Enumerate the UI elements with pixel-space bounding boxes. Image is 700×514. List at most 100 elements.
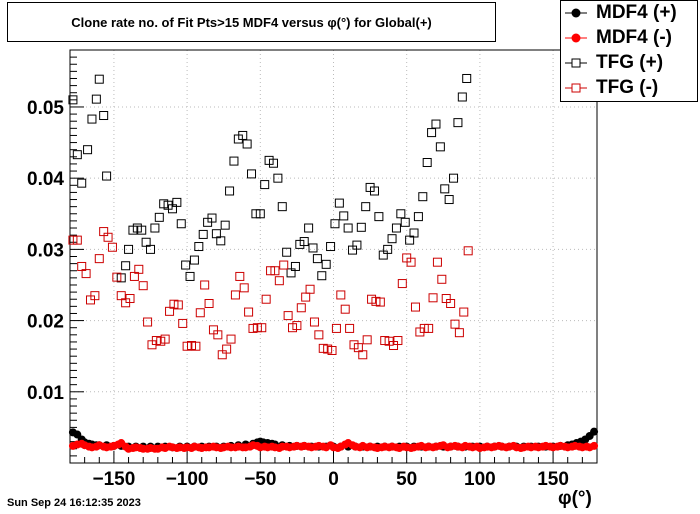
data-point (387, 234, 397, 244)
data-point (331, 323, 341, 333)
data-point (277, 202, 287, 212)
data-point (314, 330, 324, 340)
data-point (590, 441, 599, 450)
data-point (292, 321, 302, 331)
data-point (435, 142, 445, 152)
data-point (326, 242, 336, 252)
data-point (172, 197, 182, 207)
data-point (330, 219, 340, 229)
plot-frame (69, 49, 598, 464)
data-point (242, 139, 252, 149)
data-point (91, 94, 101, 104)
data-point (198, 229, 208, 239)
data-point (410, 302, 420, 312)
data-point (317, 271, 327, 281)
data-point (257, 323, 267, 333)
data-point (261, 294, 271, 304)
filled-circle-icon (565, 8, 587, 18)
data-point (160, 334, 170, 344)
data-point (273, 173, 283, 183)
y-tick-label: 0.04 (27, 169, 64, 190)
data-point (391, 223, 401, 233)
data-point (222, 344, 232, 354)
data-point (352, 240, 362, 250)
series-2 (68, 73, 472, 283)
data-point (463, 246, 473, 256)
data-point (124, 244, 134, 254)
data-point (418, 192, 428, 202)
legend-entry-tfg-minus: TFG (-) (561, 76, 697, 101)
data-point (369, 186, 379, 196)
data-point (290, 261, 300, 271)
data-point (146, 244, 156, 254)
data-point (449, 173, 459, 183)
x-tick-label: −150 (93, 469, 136, 490)
data-point (189, 255, 199, 265)
data-point (178, 318, 188, 328)
data-point (238, 130, 248, 140)
data-point (107, 242, 117, 252)
data-point (308, 243, 318, 253)
series-1 (68, 439, 599, 453)
data-point (409, 228, 419, 238)
data-point (453, 118, 463, 128)
data-point (81, 269, 91, 279)
data-point (362, 335, 372, 345)
data-point (375, 297, 385, 307)
data-point (150, 223, 160, 233)
data-point (343, 223, 353, 233)
data-point (358, 350, 368, 360)
data-point (279, 260, 289, 270)
x-tick-label: −50 (244, 469, 276, 490)
open-square-icon (565, 83, 587, 93)
data-point (268, 158, 278, 168)
data-point (103, 232, 113, 242)
timestamp: Sun Sep 24 16:12:35 2023 (7, 497, 141, 509)
data-point (244, 307, 254, 317)
data-point (137, 225, 147, 235)
data-point (87, 114, 97, 124)
data-point (195, 308, 205, 318)
legend-entry-mdf4-plus: MDF4 (+) (561, 1, 697, 26)
data-point (432, 257, 442, 267)
data-point (374, 212, 384, 222)
data-point (396, 209, 406, 219)
data-point (437, 274, 447, 284)
y-tick-label: 0.01 (27, 383, 64, 404)
data-point (220, 220, 230, 230)
data-point (334, 198, 344, 208)
data-point (454, 328, 464, 338)
data-point (77, 178, 87, 188)
data-point (216, 236, 226, 246)
data-point (207, 213, 217, 223)
data-point (112, 272, 122, 282)
data-point (173, 300, 183, 310)
data-point (428, 293, 438, 303)
data-point (422, 158, 432, 168)
data-point (305, 284, 315, 294)
x-tick-label: 50 (396, 469, 417, 490)
data-point (383, 244, 393, 254)
x-tick-label: −100 (166, 469, 209, 490)
data-point (255, 209, 265, 219)
data-point (99, 111, 109, 121)
data-point (194, 242, 204, 252)
data-point (239, 283, 249, 293)
legend: MDF4 (+) MDF4 (-) TFG (+) TFG (-) (560, 0, 698, 102)
data-point (299, 237, 309, 247)
data-point (283, 311, 293, 321)
data-point (339, 211, 349, 221)
y-tick-label: 0.02 (27, 312, 64, 333)
data-point (309, 317, 319, 327)
data-point (444, 195, 454, 205)
data-point (229, 156, 239, 166)
data-point (121, 261, 131, 271)
grid-lines (70, 50, 597, 463)
data-point (90, 291, 100, 301)
data-point (176, 219, 186, 229)
data-point (312, 254, 322, 264)
series-3 (68, 227, 473, 360)
data-point (226, 334, 236, 344)
legend-label: MDF4 (+) (596, 2, 677, 23)
data-point (296, 303, 306, 313)
